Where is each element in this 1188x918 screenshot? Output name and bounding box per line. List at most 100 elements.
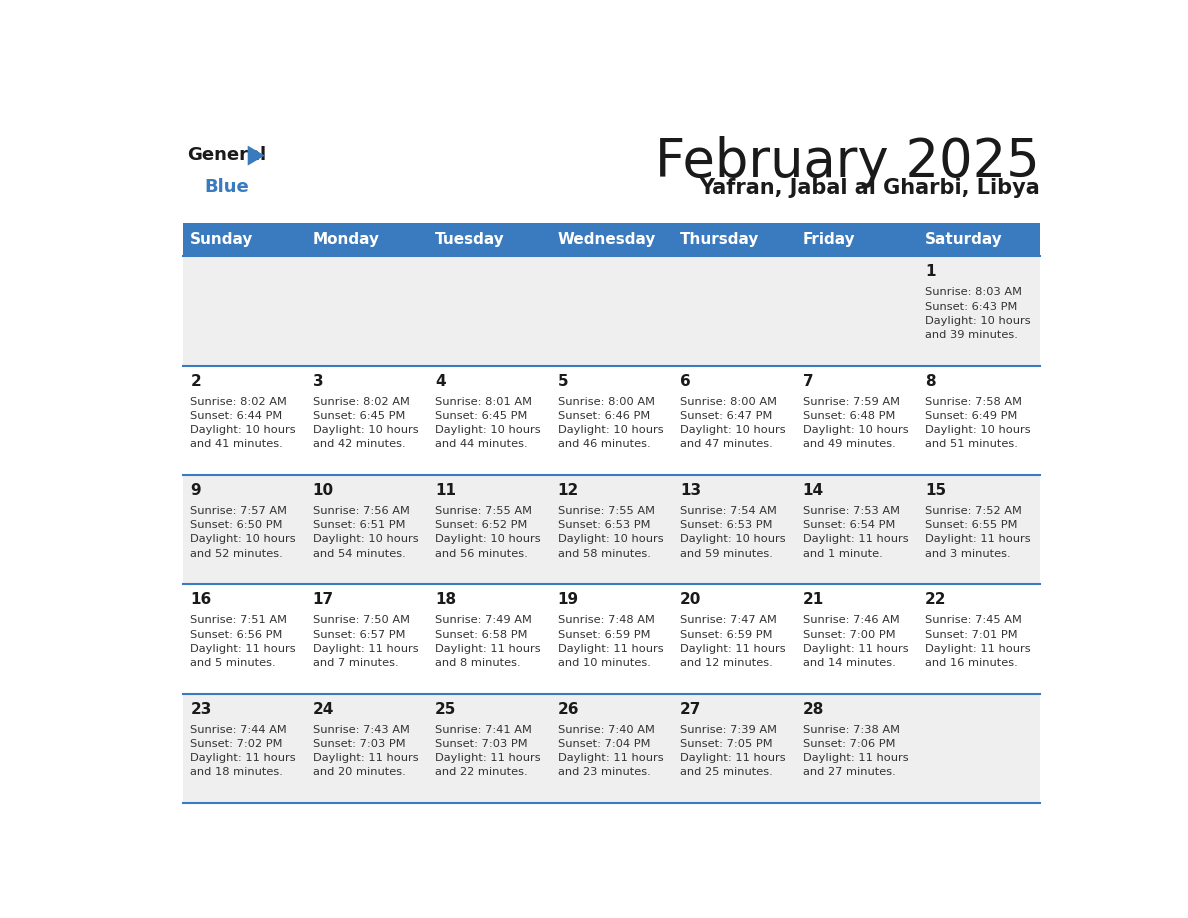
- Text: and 25 minutes.: and 25 minutes.: [681, 767, 773, 778]
- Text: Daylight: 10 hours: Daylight: 10 hours: [312, 534, 418, 544]
- Text: 5: 5: [557, 374, 568, 388]
- Text: Sunset: 6:46 PM: Sunset: 6:46 PM: [557, 411, 650, 420]
- Text: Daylight: 11 hours: Daylight: 11 hours: [190, 644, 296, 654]
- Text: 7: 7: [803, 374, 814, 388]
- Text: and 23 minutes.: and 23 minutes.: [557, 767, 651, 778]
- Text: and 52 minutes.: and 52 minutes.: [190, 549, 283, 559]
- Text: 15: 15: [925, 483, 946, 498]
- Text: 2: 2: [190, 374, 201, 388]
- Text: 28: 28: [803, 701, 824, 717]
- Text: Sunset: 6:55 PM: Sunset: 6:55 PM: [925, 521, 1018, 531]
- Text: and 7 minutes.: and 7 minutes.: [312, 658, 398, 668]
- Text: 11: 11: [435, 483, 456, 498]
- Text: Daylight: 10 hours: Daylight: 10 hours: [803, 425, 908, 435]
- Bar: [183, 585, 1040, 694]
- Text: Sunrise: 7:43 AM: Sunrise: 7:43 AM: [312, 724, 410, 734]
- Text: Sunrise: 8:02 AM: Sunrise: 8:02 AM: [190, 397, 287, 407]
- Text: February 2025: February 2025: [655, 136, 1040, 187]
- Text: 9: 9: [190, 483, 201, 498]
- Text: Sunset: 6:54 PM: Sunset: 6:54 PM: [803, 521, 895, 531]
- Text: 8: 8: [925, 374, 936, 388]
- Text: and 5 minutes.: and 5 minutes.: [190, 658, 276, 668]
- Text: Sunrise: 7:51 AM: Sunrise: 7:51 AM: [190, 615, 287, 625]
- Text: Sunrise: 8:00 AM: Sunrise: 8:00 AM: [557, 397, 655, 407]
- Text: Sunset: 7:03 PM: Sunset: 7:03 PM: [312, 739, 405, 749]
- Text: General: General: [188, 146, 266, 163]
- Text: Daylight: 10 hours: Daylight: 10 hours: [681, 425, 785, 435]
- Text: Sunset: 6:53 PM: Sunset: 6:53 PM: [557, 521, 650, 531]
- Text: Sunset: 6:50 PM: Sunset: 6:50 PM: [190, 521, 283, 531]
- Text: 1: 1: [925, 264, 936, 279]
- Text: and 8 minutes.: and 8 minutes.: [435, 658, 520, 668]
- Text: Sunset: 7:03 PM: Sunset: 7:03 PM: [435, 739, 527, 749]
- Text: Monday: Monday: [312, 232, 380, 247]
- Text: 6: 6: [681, 374, 691, 388]
- Text: Sunset: 6:51 PM: Sunset: 6:51 PM: [312, 521, 405, 531]
- Text: and 54 minutes.: and 54 minutes.: [312, 549, 405, 559]
- Text: Sunrise: 7:50 AM: Sunrise: 7:50 AM: [312, 615, 410, 625]
- Text: Wednesday: Wednesday: [557, 232, 656, 247]
- Text: Sunrise: 7:44 AM: Sunrise: 7:44 AM: [190, 724, 287, 734]
- Bar: [183, 476, 1040, 585]
- Text: and 10 minutes.: and 10 minutes.: [557, 658, 651, 668]
- Text: 20: 20: [681, 592, 702, 607]
- Text: Sunrise: 7:40 AM: Sunrise: 7:40 AM: [557, 724, 655, 734]
- Text: Daylight: 10 hours: Daylight: 10 hours: [925, 316, 1031, 326]
- Text: Sunrise: 7:54 AM: Sunrise: 7:54 AM: [681, 506, 777, 516]
- Text: Sunset: 6:52 PM: Sunset: 6:52 PM: [435, 521, 527, 531]
- Text: Sunset: 7:02 PM: Sunset: 7:02 PM: [190, 739, 283, 749]
- Text: Sunset: 6:47 PM: Sunset: 6:47 PM: [681, 411, 772, 420]
- Text: and 56 minutes.: and 56 minutes.: [435, 549, 527, 559]
- Text: Daylight: 11 hours: Daylight: 11 hours: [557, 753, 663, 763]
- Text: 24: 24: [312, 701, 334, 717]
- Text: 19: 19: [557, 592, 579, 607]
- Text: Sunrise: 7:56 AM: Sunrise: 7:56 AM: [312, 506, 410, 516]
- Text: Sunset: 7:01 PM: Sunset: 7:01 PM: [925, 630, 1018, 640]
- Text: Daylight: 11 hours: Daylight: 11 hours: [312, 644, 418, 654]
- Text: Sunset: 7:00 PM: Sunset: 7:00 PM: [803, 630, 896, 640]
- Text: Sunrise: 8:02 AM: Sunrise: 8:02 AM: [312, 397, 410, 407]
- Text: Daylight: 11 hours: Daylight: 11 hours: [435, 644, 541, 654]
- Text: Sunrise: 7:55 AM: Sunrise: 7:55 AM: [435, 506, 532, 516]
- Text: Sunset: 7:05 PM: Sunset: 7:05 PM: [681, 739, 772, 749]
- Bar: [183, 222, 1040, 256]
- Text: Sunset: 6:59 PM: Sunset: 6:59 PM: [557, 630, 650, 640]
- Text: Daylight: 11 hours: Daylight: 11 hours: [925, 534, 1031, 544]
- Text: 4: 4: [435, 374, 446, 388]
- Text: 16: 16: [190, 592, 211, 607]
- Text: Sunset: 6:57 PM: Sunset: 6:57 PM: [312, 630, 405, 640]
- Text: Sunrise: 7:46 AM: Sunrise: 7:46 AM: [803, 615, 899, 625]
- Text: Sunday: Sunday: [190, 232, 254, 247]
- Text: Daylight: 10 hours: Daylight: 10 hours: [681, 534, 785, 544]
- Text: Sunset: 6:44 PM: Sunset: 6:44 PM: [190, 411, 283, 420]
- Text: Sunset: 6:49 PM: Sunset: 6:49 PM: [925, 411, 1017, 420]
- Text: and 58 minutes.: and 58 minutes.: [557, 549, 651, 559]
- Text: Daylight: 10 hours: Daylight: 10 hours: [435, 425, 541, 435]
- Text: Sunrise: 7:57 AM: Sunrise: 7:57 AM: [190, 506, 287, 516]
- Text: Sunrise: 7:53 AM: Sunrise: 7:53 AM: [803, 506, 899, 516]
- Text: Sunrise: 7:39 AM: Sunrise: 7:39 AM: [681, 724, 777, 734]
- Text: 17: 17: [312, 592, 334, 607]
- Text: and 59 minutes.: and 59 minutes.: [681, 549, 773, 559]
- Text: 12: 12: [557, 483, 579, 498]
- Text: Daylight: 11 hours: Daylight: 11 hours: [803, 644, 908, 654]
- Text: Friday: Friday: [803, 232, 855, 247]
- Text: Daylight: 10 hours: Daylight: 10 hours: [925, 425, 1031, 435]
- Text: and 46 minutes.: and 46 minutes.: [557, 440, 650, 449]
- Text: Sunrise: 8:03 AM: Sunrise: 8:03 AM: [925, 287, 1022, 297]
- Text: Sunset: 6:45 PM: Sunset: 6:45 PM: [435, 411, 527, 420]
- Text: Daylight: 11 hours: Daylight: 11 hours: [190, 753, 296, 763]
- Text: Daylight: 11 hours: Daylight: 11 hours: [312, 753, 418, 763]
- Text: Sunrise: 7:38 AM: Sunrise: 7:38 AM: [803, 724, 899, 734]
- Text: Daylight: 11 hours: Daylight: 11 hours: [557, 644, 663, 654]
- Text: and 12 minutes.: and 12 minutes.: [681, 658, 773, 668]
- Text: Daylight: 11 hours: Daylight: 11 hours: [681, 753, 785, 763]
- Bar: [183, 694, 1040, 803]
- Text: Yafran, Jabal al Gharbi, Libya: Yafran, Jabal al Gharbi, Libya: [699, 178, 1040, 198]
- Text: Sunrise: 7:48 AM: Sunrise: 7:48 AM: [557, 615, 655, 625]
- Text: 18: 18: [435, 592, 456, 607]
- Text: and 16 minutes.: and 16 minutes.: [925, 658, 1018, 668]
- Text: Sunset: 7:06 PM: Sunset: 7:06 PM: [803, 739, 895, 749]
- Text: Tuesday: Tuesday: [435, 232, 505, 247]
- Text: 26: 26: [557, 701, 580, 717]
